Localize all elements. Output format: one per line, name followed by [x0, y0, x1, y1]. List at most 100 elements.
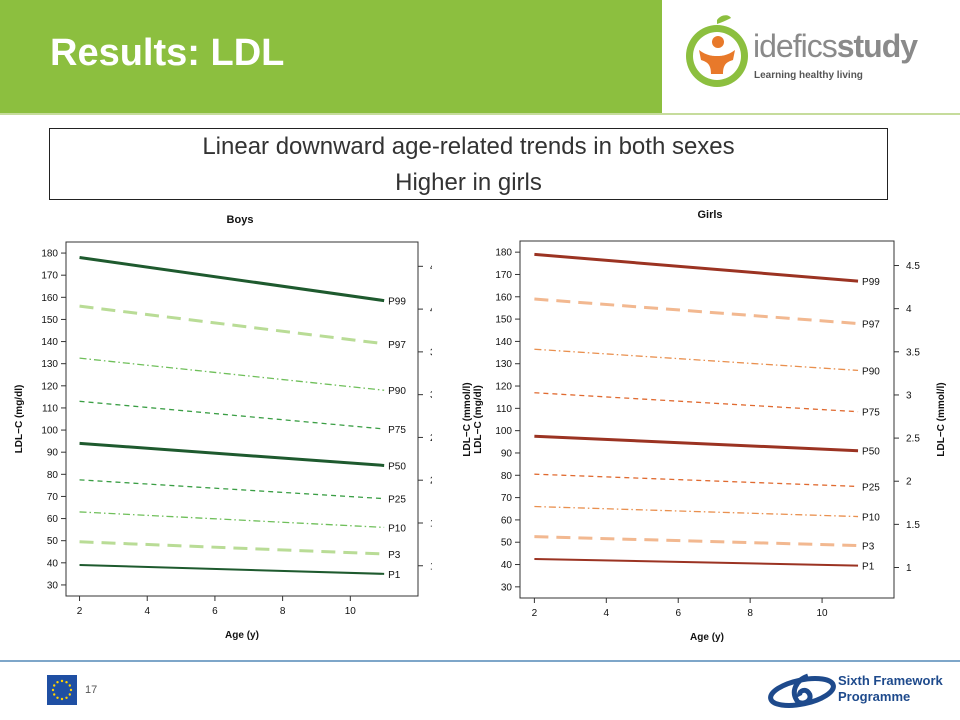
series-label-p50: P50 [862, 447, 880, 458]
series-label-p90: P90 [862, 366, 880, 377]
y2-tick-label: 4.5 [906, 261, 920, 272]
series-label-p97: P97 [862, 320, 880, 331]
series-line-p75 [79, 400, 385, 430]
x-tick-label: 2 [532, 608, 538, 619]
logo-word-study: study [836, 28, 918, 64]
y-tick-label: 110 [496, 404, 512, 415]
boys-chart: Boys 30 40 50 60 70 80 90 100 110 120 130 140 150 160 1… [8, 203, 432, 648]
series-line-p99 [534, 252, 859, 283]
plot-frame [65, 241, 419, 597]
series-label-p1: P1 [862, 562, 875, 573]
series-label-p97: P97 [388, 340, 406, 351]
y-tick-label: 170 [41, 271, 58, 282]
y-tick-label: 30 [501, 582, 513, 593]
page-number: 17 [85, 684, 98, 696]
header-green-band [0, 0, 662, 113]
y-tick-label: 150 [495, 315, 512, 326]
y-axis-label: LDL−C (mg/dl) [14, 385, 25, 454]
framework-line-2: Programme [838, 689, 911, 704]
series-label-p99: P99 [862, 277, 880, 288]
y2-tick-label: 2 [906, 477, 912, 488]
series-label-p99: P99 [388, 297, 406, 308]
framework-text: Sixth Framework Programme [838, 673, 943, 705]
y-tick-label: 70 [47, 492, 59, 503]
series-label-p75: P75 [388, 425, 406, 436]
x-tick-label: 8 [747, 608, 753, 619]
y-tick-label: 90 [47, 448, 59, 459]
apple-person-icon [686, 15, 748, 87]
header-divider [0, 113, 960, 115]
y2-tick-label: 1 [906, 563, 912, 574]
chart-svg: Girls30405060708090100110120130140150160… [462, 209, 947, 643]
x-tick-label: 10 [817, 608, 829, 619]
x-tick-label: 6 [675, 608, 681, 619]
series-label-p1: P1 [388, 570, 401, 581]
plot-frame [519, 240, 895, 599]
series-line-p97 [79, 304, 385, 346]
y2-tick-label: 2.5 [430, 433, 432, 444]
series-line-p25 [534, 473, 859, 488]
y2-tick-label: 3.5 [430, 347, 432, 358]
eu-flag-icon [47, 675, 77, 705]
y2-tick-label: 2.5 [906, 434, 920, 445]
series-label-p50: P50 [388, 461, 406, 472]
y-tick-label: 180 [41, 249, 58, 260]
y-tick-label: 120 [41, 381, 58, 392]
y2-axis-label: LDL−C (mmol/l) [936, 382, 947, 456]
x-tick-label: 4 [604, 608, 610, 619]
series-line-p10 [79, 511, 385, 529]
y2-tick-label: 4 [906, 304, 912, 315]
y-tick-label: 130 [495, 359, 512, 370]
y-tick-label: 90 [501, 448, 513, 459]
summary-box: Linear downward age-related trends in bo… [49, 128, 888, 200]
x-tick-label: 6 [212, 606, 218, 617]
y2-tick-label: 1.5 [430, 518, 432, 529]
series-label-p10: P10 [862, 513, 880, 524]
series-label-p3: P3 [388, 550, 401, 561]
series-label-p90: P90 [388, 386, 406, 397]
y2-tick-label: 3 [906, 390, 912, 401]
series-label-p75: P75 [862, 408, 880, 419]
logo-wordmark: ideficsstudy [753, 28, 918, 65]
y-tick-label: 50 [47, 536, 59, 547]
series-line-p10 [534, 505, 859, 518]
series-line-p97 [534, 297, 859, 326]
y-tick-label: 150 [41, 315, 58, 326]
y-tick-label: 100 [41, 426, 58, 437]
logo-word-idefics: idefics [753, 28, 838, 64]
idefics-logo: ideficsstudy Learning healthy living [683, 12, 923, 92]
series-line-p1 [79, 564, 385, 575]
sixth-framework-logo: Sixth Framework Programme [768, 668, 948, 710]
y-tick-label: 60 [47, 514, 59, 525]
series-line-p90 [534, 348, 859, 372]
y2-tick-label: 1.5 [906, 520, 920, 531]
series-line-p3 [79, 540, 385, 556]
y2-tick-label: 2 [430, 476, 432, 487]
series-line-p90 [79, 357, 385, 391]
series-label-p25: P25 [862, 482, 880, 493]
y-tick-label: 120 [495, 382, 512, 393]
y-tick-label: 40 [501, 560, 513, 571]
y-tick-label: 50 [501, 538, 513, 549]
y2-tick-label: 3.5 [906, 347, 920, 358]
chart-title: Boys [227, 214, 254, 226]
y-tick-label: 60 [501, 515, 513, 526]
y-tick-label: 140 [495, 337, 512, 348]
y-tick-label: 130 [41, 359, 58, 370]
y-tick-label: 40 [47, 558, 59, 569]
series-label-p10: P10 [388, 523, 406, 534]
slide-header: Results: LDL ideficsstudy Learning healt… [0, 0, 960, 113]
y-axis-label: LDL−C (mg/dl) [473, 385, 484, 454]
y2-tick-label: 3 [430, 390, 432, 401]
series-line-p99 [79, 256, 385, 303]
series-line-p25 [79, 479, 385, 500]
y-tick-label: 160 [495, 292, 512, 303]
girls-chart: Girls 30 40 50 60 70 80 90 100 110 120 130 140 150 160… [458, 203, 958, 658]
y-axis-label: LDL−C (mmol/l) [462, 382, 473, 456]
y2-tick-label: 4 [430, 305, 432, 316]
series-line-p1 [534, 557, 859, 567]
x-tick-label: 4 [144, 606, 150, 617]
chart-title: Girls [697, 209, 722, 221]
y-tick-label: 80 [501, 471, 513, 482]
summary-line-1: Linear downward age-related trends in bo… [202, 133, 735, 160]
